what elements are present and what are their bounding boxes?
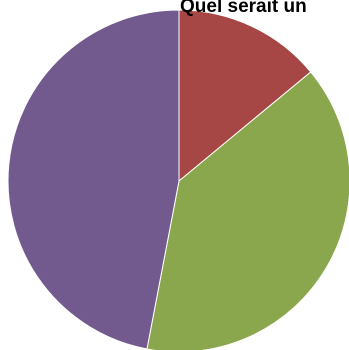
pie-slices xyxy=(7,9,349,350)
pie-slice-3 xyxy=(7,9,180,350)
chart-title: Quel serait un xyxy=(180,0,307,17)
pie-slice-2 xyxy=(146,71,349,350)
pie-slice-1 xyxy=(178,9,312,183)
